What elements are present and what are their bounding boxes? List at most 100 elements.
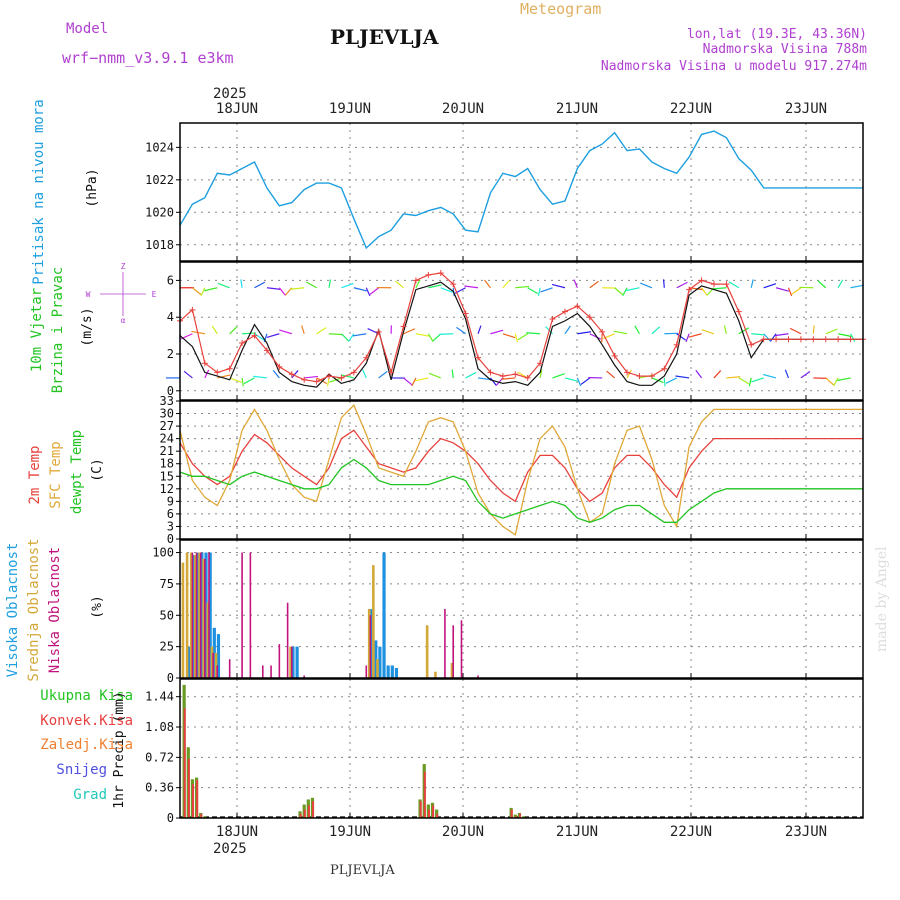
wind-arrow bbox=[713, 370, 722, 379]
cloud-bar-low bbox=[452, 625, 454, 678]
wind-arrow bbox=[763, 333, 771, 342]
day-label-top: 21JUN bbox=[556, 101, 598, 117]
wind-arrow bbox=[456, 326, 466, 335]
wind-arrow bbox=[640, 282, 653, 289]
wind-arrow bbox=[663, 377, 666, 387]
wind-arrow bbox=[278, 287, 286, 296]
y-tick-label: 0 bbox=[167, 532, 174, 546]
precip-bar-conv bbox=[423, 771, 426, 818]
wind-arrow bbox=[580, 377, 591, 385]
cloud-bar-low bbox=[241, 552, 243, 678]
cloud-bar-mid bbox=[198, 552, 201, 678]
cloud-bar-mid bbox=[376, 659, 379, 678]
wind-arrow bbox=[440, 287, 453, 293]
wind-gust-marker bbox=[462, 310, 469, 317]
pressure-line bbox=[179, 130, 863, 250]
wind-arrow bbox=[253, 375, 267, 379]
wind-arrow bbox=[825, 328, 838, 335]
wind-arrow bbox=[200, 287, 206, 297]
wind-gust-marker bbox=[338, 374, 345, 381]
panel-border-2 bbox=[179, 400, 864, 540]
wind-arrow bbox=[626, 287, 640, 292]
panel-border-0 bbox=[179, 122, 864, 262]
wind-gust-marker bbox=[710, 281, 717, 288]
temp-2m-line bbox=[179, 429, 863, 503]
cloud-bar-low bbox=[369, 615, 372, 678]
wind-arrow bbox=[685, 333, 690, 343]
day-label-top: 20JUN bbox=[442, 101, 484, 117]
wind-gust-marker bbox=[326, 373, 333, 380]
wind-gust-marker bbox=[785, 336, 792, 343]
wind-arrow bbox=[564, 377, 578, 382]
cloud-bar-mid bbox=[202, 558, 205, 678]
wind-arrow bbox=[328, 333, 343, 336]
cloud-bar-high bbox=[390, 665, 394, 678]
y-tick-label: 9 bbox=[167, 494, 174, 508]
wind-arrow bbox=[411, 377, 417, 387]
y-tick-label: 1022 bbox=[145, 173, 174, 187]
wind-gust-marker bbox=[686, 286, 693, 293]
cloud-bar-low bbox=[290, 646, 293, 678]
wind-arrow bbox=[394, 280, 404, 289]
wind-gust-marker bbox=[189, 306, 196, 313]
wind-arrow bbox=[837, 377, 851, 382]
wind-gust-marker bbox=[226, 365, 233, 372]
product-title: Meteogram bbox=[520, 0, 601, 18]
wind-arrow bbox=[833, 377, 839, 387]
precip-bar-conv bbox=[187, 759, 190, 818]
precip-bar-conv bbox=[312, 801, 315, 818]
footer-station: PLJEVLJA bbox=[330, 863, 395, 878]
cloud-bar-low bbox=[191, 552, 194, 678]
wind-arrow bbox=[365, 287, 371, 297]
cloud-title-high: Visoka Oblacnost bbox=[5, 543, 21, 678]
wind-arrow bbox=[502, 279, 510, 289]
wind-arrow bbox=[688, 333, 702, 338]
cloud-bar-high bbox=[370, 609, 374, 678]
temp-unit: (C) bbox=[90, 458, 105, 481]
cloud-bar-high bbox=[394, 667, 399, 678]
wind-gust-marker bbox=[661, 365, 668, 372]
y-tick-label: 30 bbox=[160, 407, 174, 421]
y-tick-label: 2 bbox=[167, 347, 174, 361]
cloud-bar-low bbox=[278, 644, 281, 678]
panel-1: 0 2 4 6 bbox=[166, 262, 866, 400]
wind-arrow bbox=[606, 370, 616, 379]
wind-arrow bbox=[254, 333, 265, 341]
wind-arrow bbox=[290, 287, 305, 290]
wind-arrow bbox=[484, 279, 491, 289]
y-tick-label: 100 bbox=[152, 546, 174, 560]
day-label-top: 22JUN bbox=[670, 101, 712, 117]
wind-arrow bbox=[676, 281, 688, 289]
cloud-bar-mid bbox=[425, 625, 429, 678]
wind-gust-marker bbox=[425, 271, 432, 278]
precip-bar-conv bbox=[192, 784, 195, 818]
cloud-bar-low bbox=[477, 675, 479, 678]
cloud-bar-high bbox=[291, 646, 295, 678]
wind-gust-marker bbox=[648, 373, 655, 380]
year-bottom: 2025 bbox=[213, 841, 247, 857]
panel-border-1 bbox=[179, 261, 864, 401]
wind-gust-marker bbox=[561, 308, 568, 315]
wind-arrow bbox=[789, 327, 802, 335]
panel-border-4 bbox=[179, 678, 864, 819]
y-tick-label: 0.72 bbox=[145, 750, 174, 764]
compass-e: E bbox=[152, 290, 157, 299]
wind-arrow bbox=[415, 279, 421, 289]
model-label: Model bbox=[66, 21, 108, 37]
wind-arrow bbox=[850, 333, 856, 343]
wind-arrow bbox=[279, 329, 292, 335]
cloud-bar-mid bbox=[289, 646, 292, 678]
wind-arrow bbox=[662, 279, 665, 288]
wind-gust-marker bbox=[797, 336, 804, 343]
cloud-bar-mid bbox=[206, 602, 210, 678]
temp-sfc-line bbox=[179, 404, 863, 536]
y-tick-label: 3 bbox=[167, 519, 174, 533]
precip-bar-conv bbox=[427, 809, 430, 818]
precip-bar-total bbox=[521, 816, 526, 818]
cloud-bar-low bbox=[286, 602, 289, 678]
precip-bar-conv bbox=[303, 809, 306, 818]
cloud-bar-mid bbox=[210, 646, 214, 678]
cloud-bar-low bbox=[303, 675, 305, 678]
wind-gust-marker bbox=[512, 371, 519, 378]
wind-arrow bbox=[539, 369, 543, 379]
